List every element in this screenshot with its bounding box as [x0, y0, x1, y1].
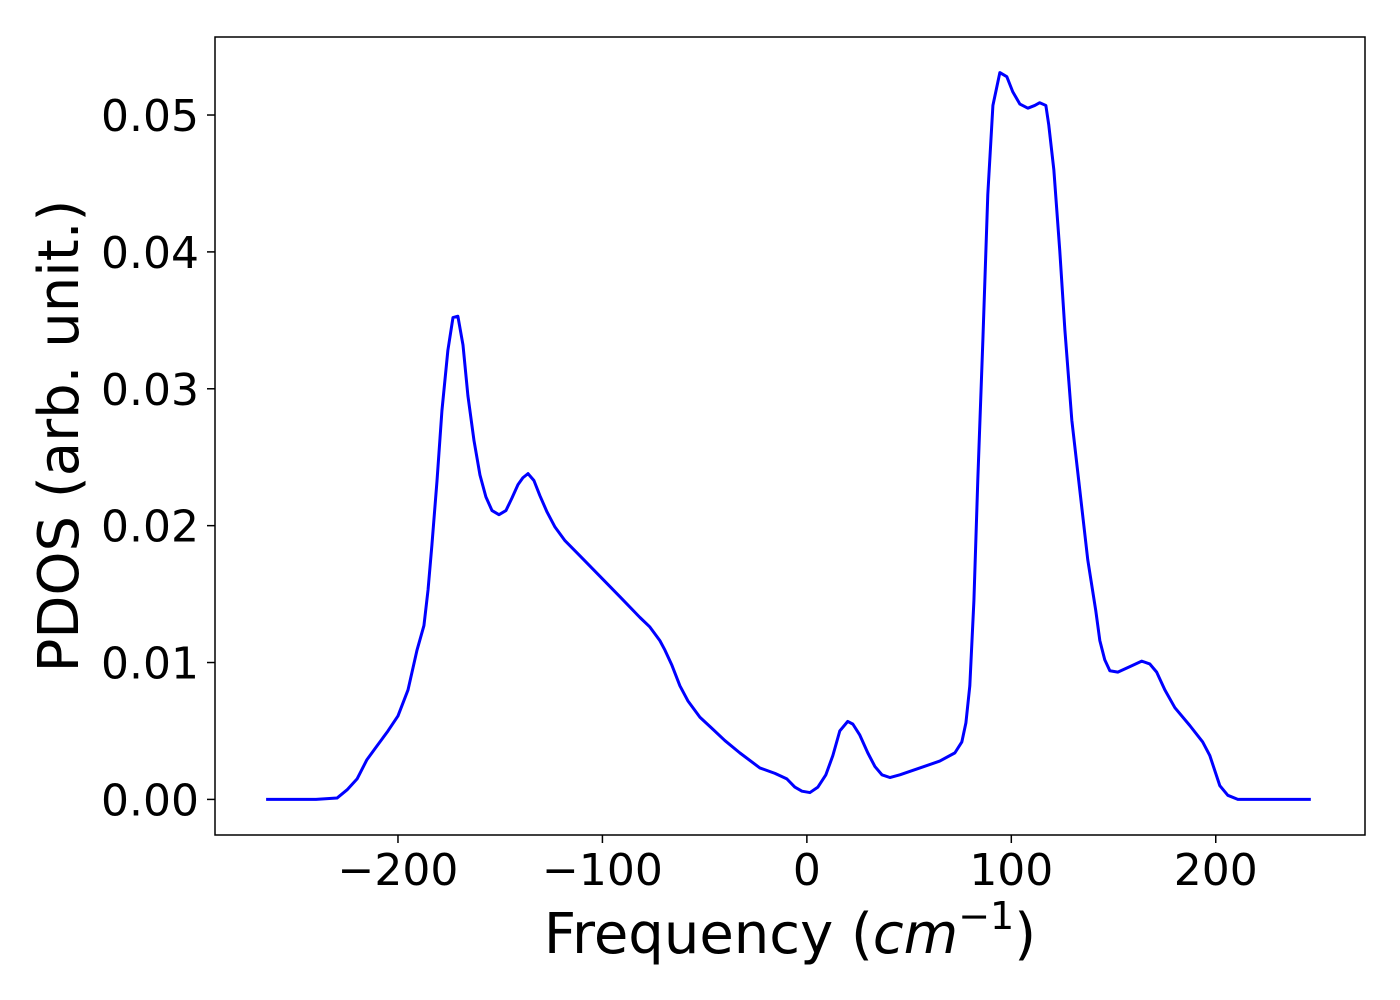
y-tick-label: 0.05: [101, 91, 199, 142]
line-series: [266, 71, 1311, 801]
plot-frame: [214, 36, 1366, 836]
x-tick-label: 200: [1174, 845, 1258, 896]
x-label-math: cm: [873, 902, 958, 967]
y-tick-label: 0.02: [101, 502, 199, 553]
x-axis-label: Frequency (cm−1): [544, 894, 1036, 967]
x-tick-label: 100: [969, 845, 1053, 896]
y-axis-label: PDOS (arb. unit.): [27, 200, 92, 673]
y-tick-label: 0.00: [101, 775, 199, 826]
x-label-close: ): [1014, 902, 1036, 967]
x-tick-label: 0: [793, 845, 821, 896]
y-tick-label: 0.03: [101, 365, 199, 416]
x-label-sup: −1: [958, 894, 1014, 938]
x-tick-label: −200: [338, 845, 459, 896]
y-tick-label: 0.04: [101, 228, 199, 279]
y-tick-label: 0.01: [101, 639, 199, 690]
x-label-text: Frequency (: [544, 902, 873, 967]
x-tick-label: −100: [542, 845, 663, 896]
